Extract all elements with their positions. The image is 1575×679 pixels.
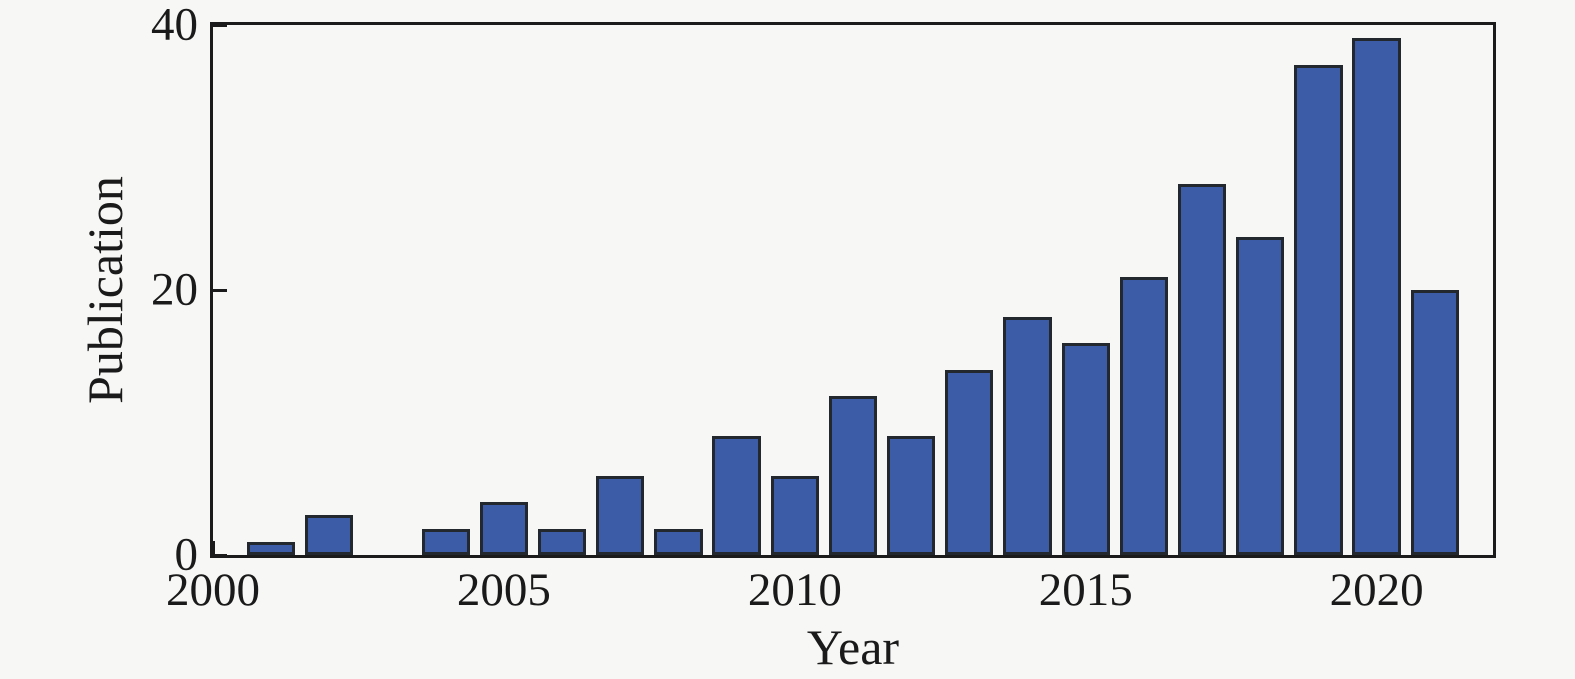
bar-2010 (770, 475, 819, 555)
bar-2006 (537, 528, 587, 555)
bar-2009 (712, 435, 761, 555)
bar-2007 (596, 475, 645, 555)
x-tick-label-2020: 2020 (1329, 564, 1424, 616)
y-tick-label-20: 20 (151, 263, 198, 316)
bar-2004 (421, 528, 470, 555)
bar-2005 (479, 502, 529, 555)
bar-2016 (1119, 276, 1169, 555)
x-tick-label-2015: 2015 (1038, 564, 1133, 616)
bar-2002 (305, 515, 354, 555)
bar-2017 (1177, 184, 1227, 555)
bar-2019 (1294, 64, 1343, 555)
bar-2018 (1236, 237, 1285, 555)
y-tick-mark-20 (213, 288, 227, 292)
bar-2011 (828, 396, 878, 555)
y-tick-mark-40 (213, 23, 227, 27)
bar-2014 (1003, 316, 1052, 555)
bar-2012 (887, 435, 936, 555)
x-tick-label-2005: 2005 (456, 564, 551, 616)
bar-2021 (1410, 290, 1459, 555)
y-tick-label-40: 40 (151, 0, 198, 51)
bar-2013 (945, 369, 994, 555)
bar-2008 (654, 528, 703, 555)
bar-2020 (1352, 38, 1401, 555)
x-tick-mark-2000 (211, 541, 215, 555)
y-tick-label-0: 0 (174, 528, 199, 581)
bars-layer (213, 25, 1493, 555)
bar-2015 (1061, 343, 1110, 555)
x-tick-label-2000: 2000 (166, 564, 260, 616)
y-axis-label: Publication (77, 176, 133, 404)
plot-area (210, 22, 1496, 558)
x-axis-label: Year (806, 619, 900, 675)
y-tick-mark-0 (213, 553, 227, 557)
x-tick-label-2010: 2010 (747, 564, 842, 616)
bar-2001 (247, 541, 296, 555)
